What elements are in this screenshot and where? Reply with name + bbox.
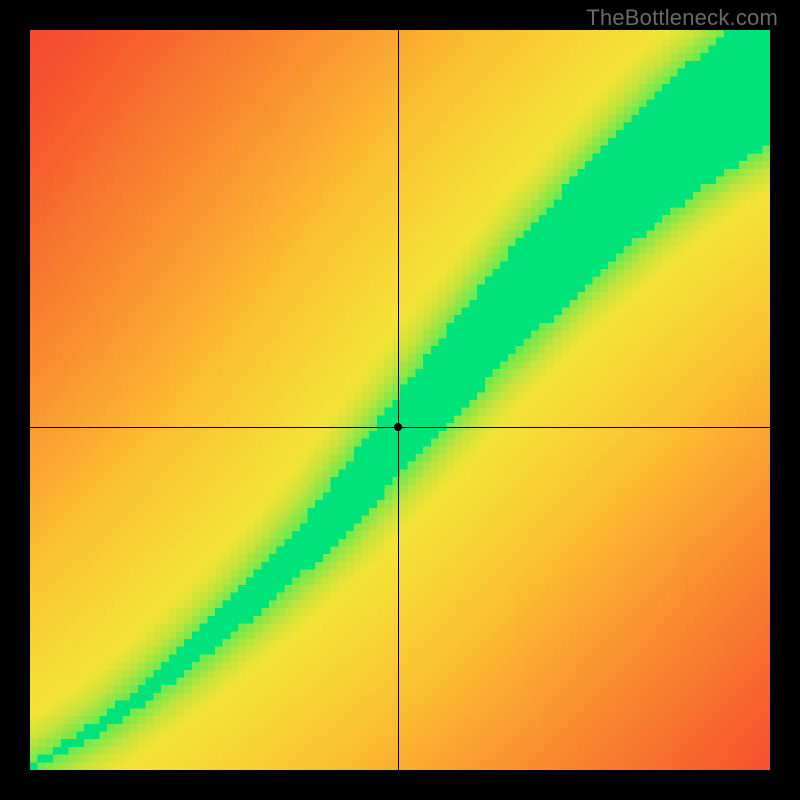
crosshair-vertical-line	[398, 30, 399, 770]
chart-container: TheBottleneck.com	[0, 0, 800, 800]
heatmap-canvas	[30, 30, 770, 770]
heatmap-plot-area	[30, 30, 770, 770]
watermark-text: TheBottleneck.com	[586, 5, 778, 31]
